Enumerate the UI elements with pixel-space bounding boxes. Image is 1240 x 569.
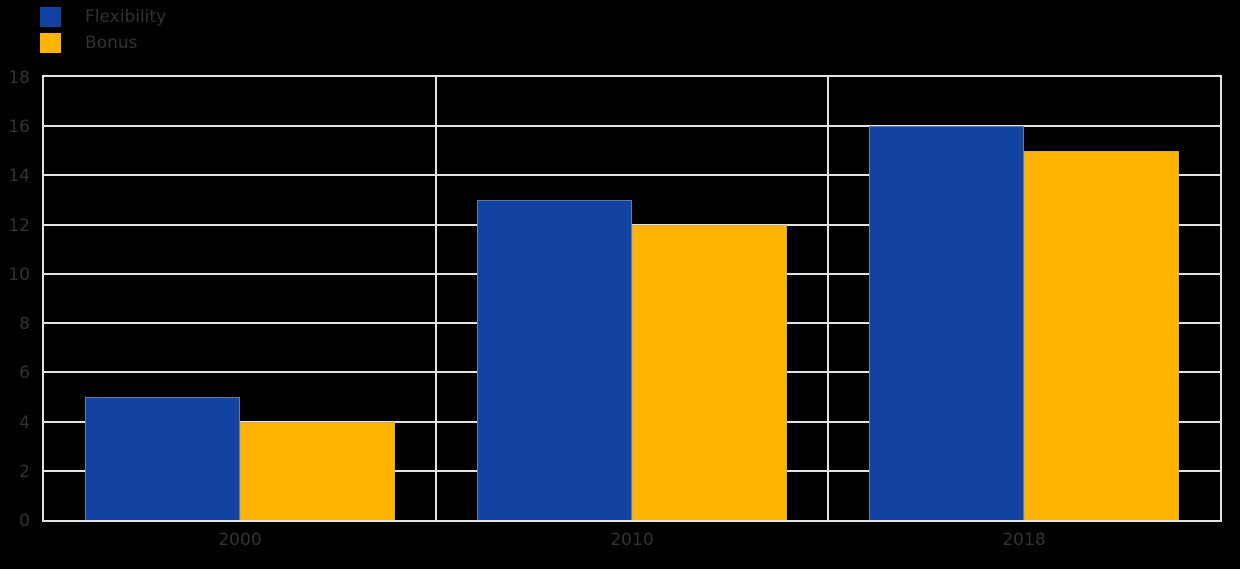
x-tick-label-2000: 2000 bbox=[218, 530, 262, 550]
y-tick-label-18: 18 bbox=[8, 68, 30, 88]
legend-item-flexibility: Flexibility bbox=[40, 4, 166, 30]
legend-item-bonus: Bonus bbox=[40, 30, 166, 56]
y-tick-label-0: 0 bbox=[19, 511, 30, 531]
y-axis: 0 2 4 6 8 10 12 14 16 18 bbox=[0, 68, 32, 531]
gridline-y-14 bbox=[44, 174, 1220, 177]
gridline-y-16 bbox=[44, 125, 1220, 128]
group-separator-1 bbox=[435, 77, 437, 520]
x-tick-label-2018: 2018 bbox=[1002, 530, 1046, 550]
bar-bonus-2018 bbox=[1024, 150, 1179, 520]
y-tick-label-8: 8 bbox=[19, 314, 30, 335]
y-tick-label-10: 10 bbox=[8, 264, 30, 285]
x-axis: 2000 2010 2018 bbox=[42, 530, 1222, 556]
bonus-swatch-icon bbox=[40, 33, 61, 53]
bar-bonus-2010 bbox=[632, 224, 787, 520]
plot-area bbox=[42, 75, 1222, 522]
bar-flexibility-2018 bbox=[869, 126, 1024, 520]
legend: Flexibility Bonus bbox=[40, 4, 166, 56]
y-tick-label-4: 4 bbox=[19, 412, 30, 433]
flexibility-swatch-icon bbox=[40, 7, 61, 27]
y-tick-label-16: 16 bbox=[8, 117, 30, 138]
bar-flexibility-2010 bbox=[477, 200, 632, 520]
y-tick-label-2: 2 bbox=[19, 461, 30, 482]
bar-flexibility-2000 bbox=[85, 396, 240, 520]
y-tick-label-12: 12 bbox=[8, 215, 30, 236]
y-tick-label-6: 6 bbox=[19, 363, 30, 384]
legend-label-bonus: Bonus bbox=[85, 33, 138, 53]
group-separator-2 bbox=[827, 77, 829, 520]
bar-bonus-2000 bbox=[240, 421, 395, 520]
legend-label-flexibility: Flexibility bbox=[85, 7, 167, 27]
y-tick-label-14: 14 bbox=[8, 166, 30, 187]
x-tick-label-2010: 2010 bbox=[610, 530, 654, 550]
